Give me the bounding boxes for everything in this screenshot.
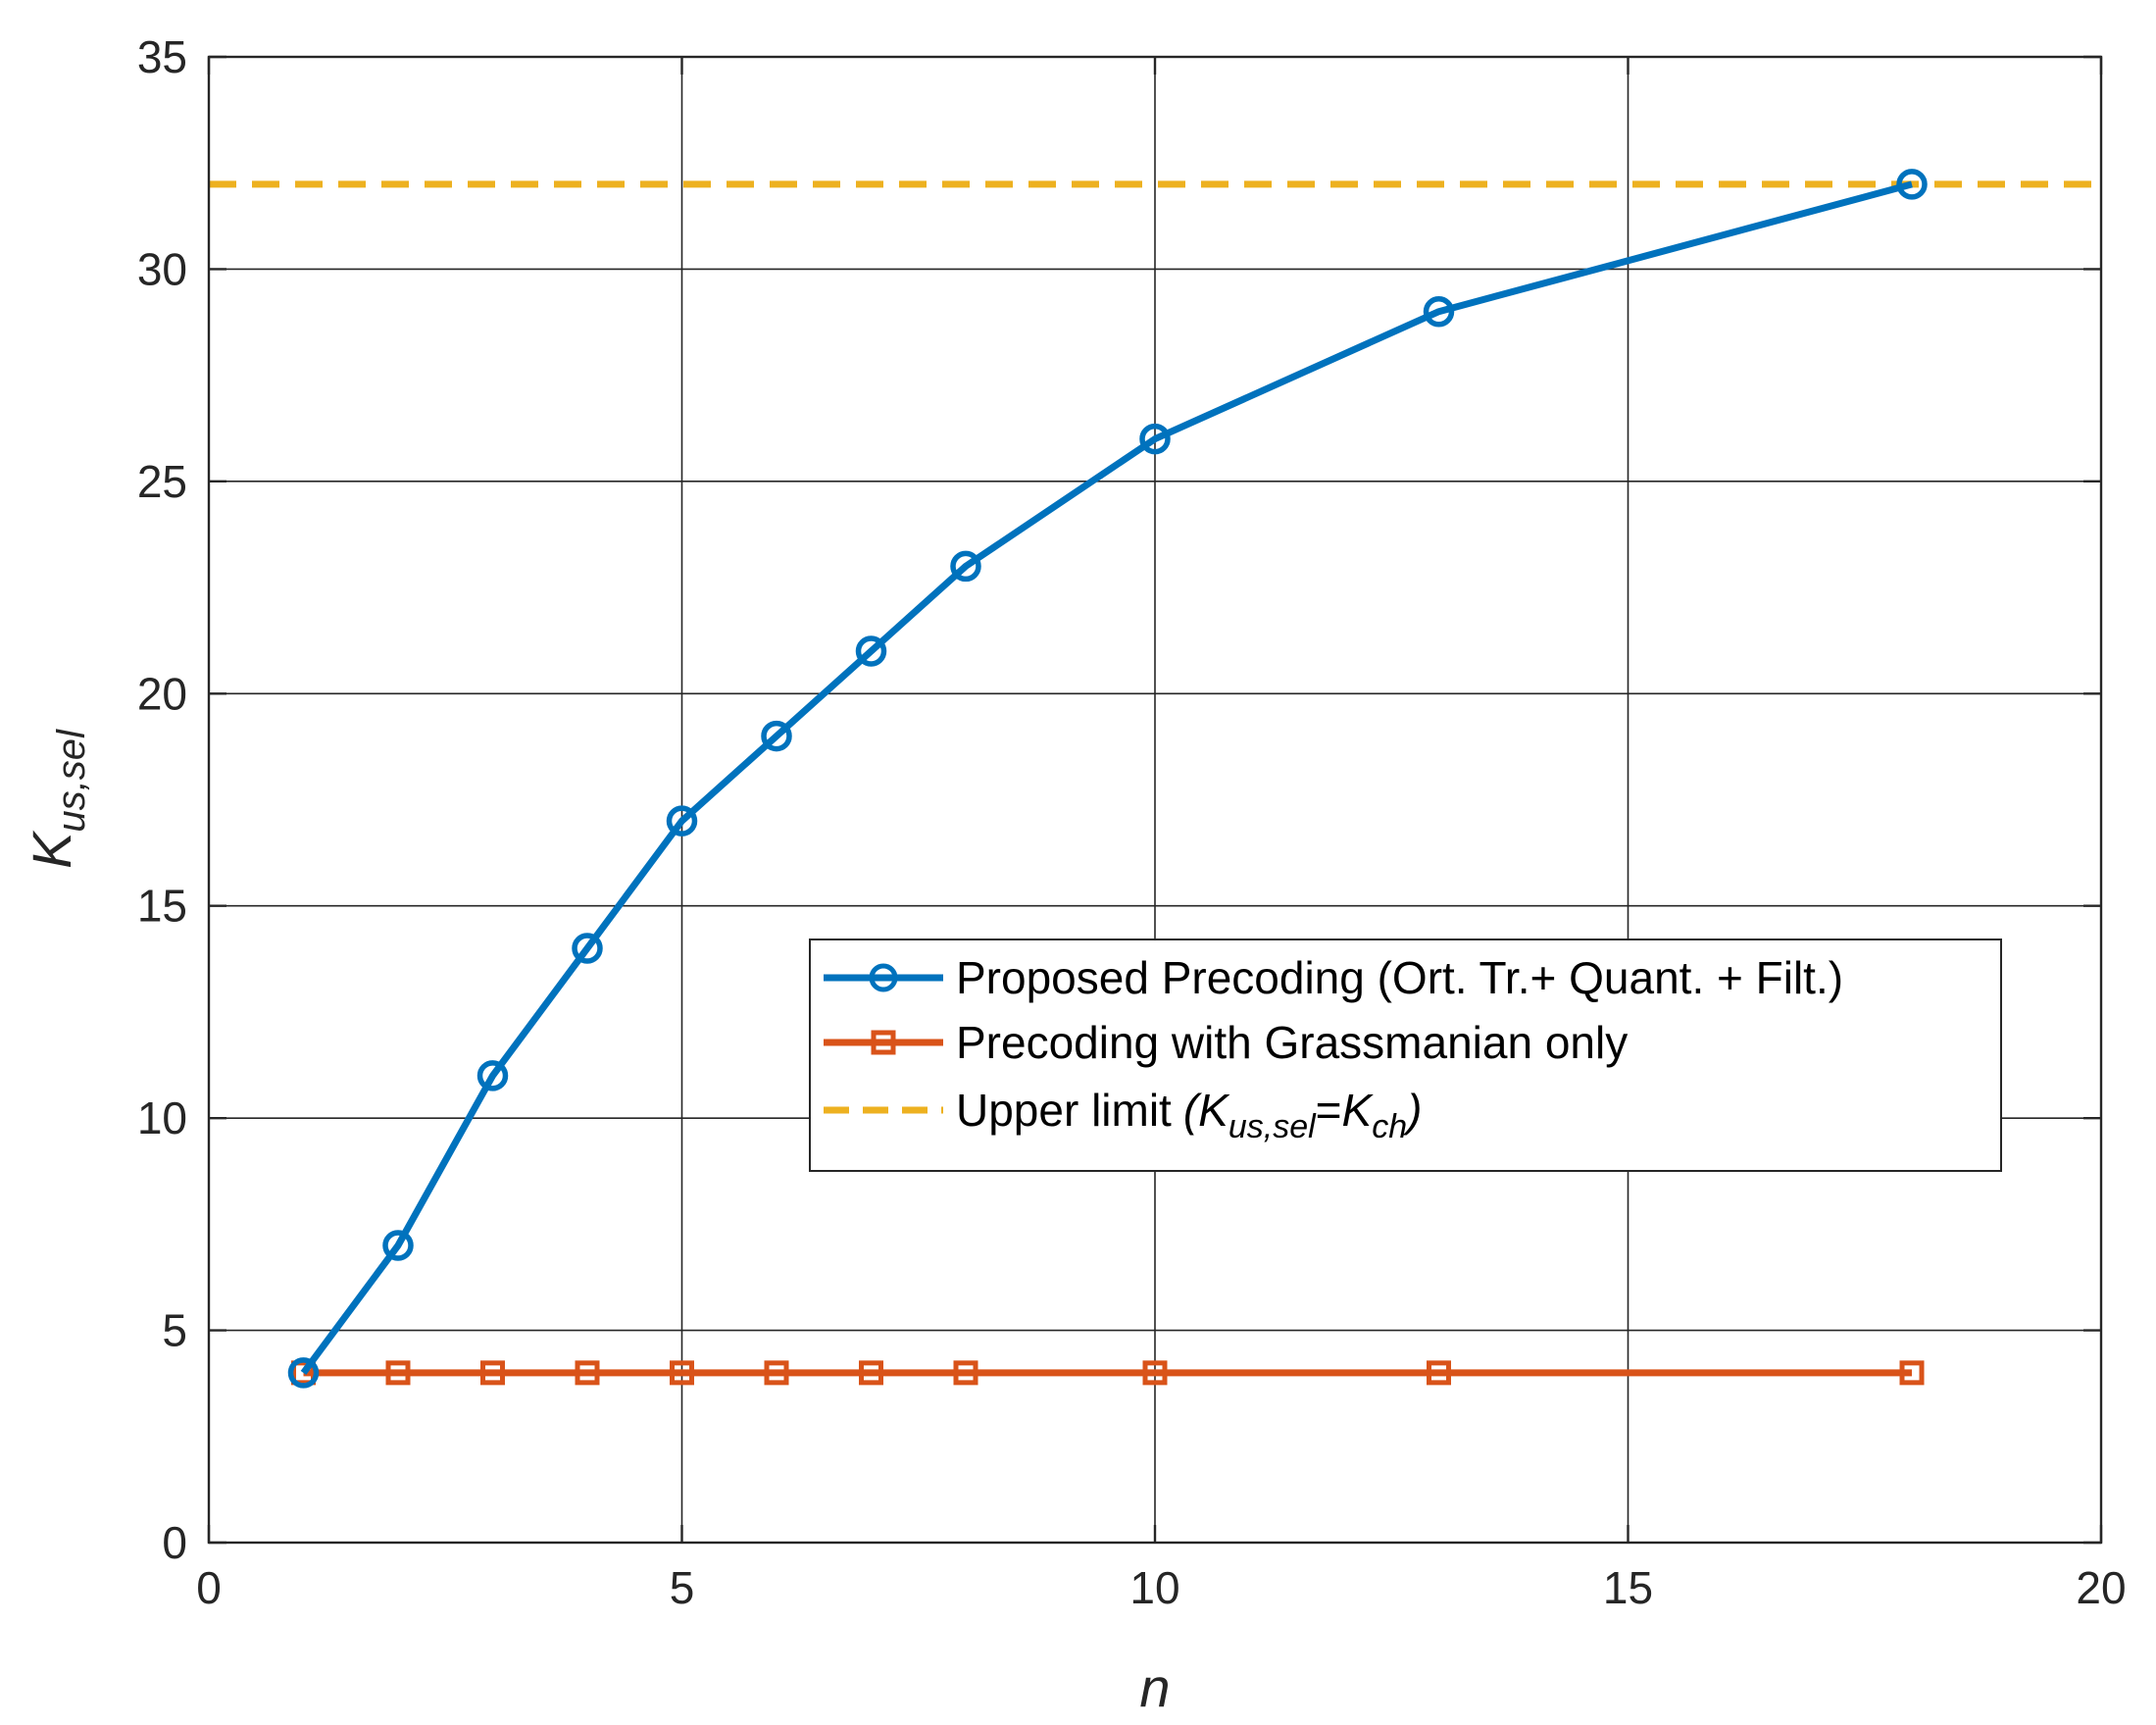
legend-marker-circle (869, 963, 898, 992)
data-point-circle (855, 635, 887, 667)
y-axis-label-sub: us,sel (50, 729, 93, 833)
y-tick-label: 30 (137, 243, 187, 294)
y-axis-label: Kus,sel (21, 729, 93, 869)
x-tick-label: 15 (1603, 1562, 1653, 1613)
series-line (300, 180, 1913, 1375)
data-point-circle (666, 805, 698, 837)
grid (209, 57, 2101, 1543)
data-point-circle (1896, 169, 1928, 200)
x-axis-label: n (1139, 1656, 1170, 1718)
x-tick-label: 10 (1129, 1562, 1179, 1613)
x-tick-label: 0 (196, 1562, 222, 1613)
legend-label-upper-limit: Upper limit (Kus,sel=Kch) (956, 1085, 1422, 1145)
data-point-circle (1139, 423, 1171, 455)
y-tick-label: 0 (162, 1517, 187, 1568)
data-point-circle (572, 933, 603, 964)
x-tick-labels: 0 5 10 15 20 (196, 1562, 2126, 1613)
y-tick-label: 20 (137, 668, 187, 719)
legend-label-proposed: Proposed Precoding (Ort. Tr.+ Quant. + F… (956, 952, 1843, 1003)
y-tick-label: 25 (137, 456, 187, 507)
data-point-square (670, 1360, 694, 1386)
data-point-circle (761, 720, 792, 752)
data-point-square (859, 1360, 883, 1386)
y-tick-labels: 0 5 10 15 20 25 30 35 (137, 31, 187, 1568)
data-point-square (1427, 1360, 1451, 1386)
y-tick-label: 5 (162, 1305, 187, 1356)
x-tick-label: 5 (670, 1562, 695, 1613)
data-point-square (480, 1360, 505, 1386)
legend-box (809, 939, 2002, 1172)
legend-entry-upper-limit: Upper limit (Kus,sel=Kch) (824, 1085, 1422, 1145)
y-tick-label: 10 (137, 1092, 187, 1143)
data-point-square (575, 1360, 600, 1386)
x-tick-label: 20 (2076, 1562, 2126, 1613)
series-1 (291, 1360, 1925, 1386)
legend: Proposed Precoding (Ort. Tr.+ Quant. + F… (809, 939, 2002, 1172)
legend-entry-proposed: Proposed Precoding (Ort. Tr.+ Quant. + F… (824, 952, 1843, 1003)
legend-entry-grassmanian: Precoding with Grassmanian only (824, 1017, 1628, 1068)
data-point-square (1142, 1360, 1168, 1386)
y-tick-label: 15 (137, 881, 187, 932)
data-point-circle (287, 1357, 320, 1389)
legend-marker-square (871, 1030, 896, 1055)
tick-marks (207, 55, 2103, 1545)
data-point-circle (950, 550, 981, 583)
data-point-circle (476, 1060, 509, 1091)
data-point-square (385, 1360, 411, 1386)
data-point-circle (382, 1230, 414, 1261)
series-0 (287, 169, 1928, 1389)
y-axis-label-main: K (21, 830, 82, 869)
y-tick-label: 35 (137, 31, 187, 82)
legend-upper-limit-name: Upper limit (956, 1085, 1172, 1136)
series-layer (209, 169, 2101, 1389)
legend-label-grassmanian: Precoding with Grassmanian only (956, 1017, 1628, 1068)
data-point-square (764, 1360, 789, 1386)
data-point-square (1899, 1360, 1925, 1386)
data-point-circle (1423, 295, 1455, 328)
data-point-square (953, 1360, 978, 1386)
data-point-square (291, 1360, 316, 1386)
